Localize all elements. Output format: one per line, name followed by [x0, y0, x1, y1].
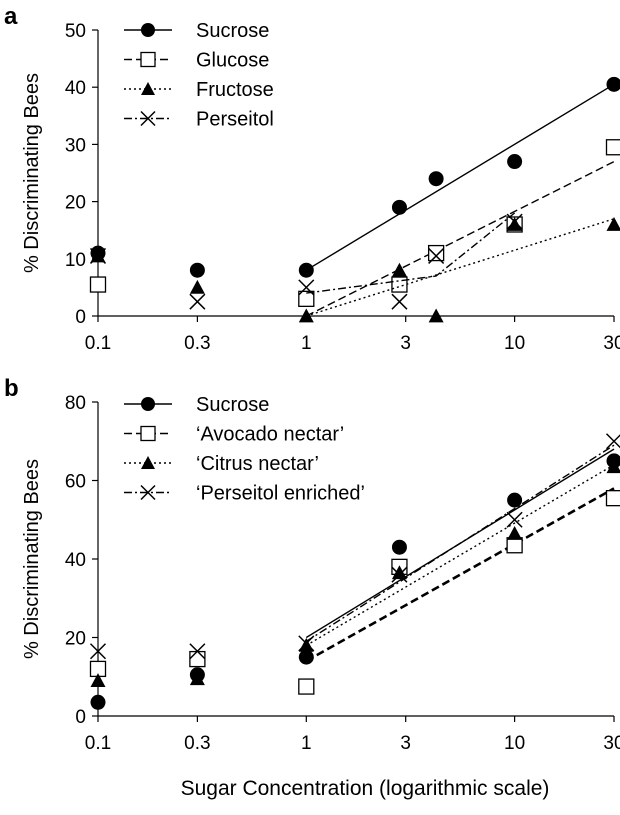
panel-b-avocado-nectar-point-2: [299, 679, 314, 694]
panel-b-y-tick-label-20: 20: [65, 629, 86, 650]
panel-a-y-tick-label-10: 10: [65, 250, 86, 271]
panel-b-x-tick-label-0-3: 0.3: [184, 733, 210, 754]
panel-a-glucose-point-2: [392, 277, 407, 292]
panel-b-avocado-nectar-point-5: [607, 491, 620, 506]
panel-b-legend: Sucrose ‘Avocado nectar’ ‘Citrus nectar’ ‘P…: [124, 394, 365, 505]
panel-b-y-tick-label-0: 0: [75, 707, 86, 728]
panel-a-perseitol-point-1: [190, 294, 205, 309]
panel-a-perseitol-fit-line: [306, 213, 514, 293]
panel-a-perseitol-point-3: [392, 294, 407, 309]
panel-a-glucose-point-3: [429, 246, 444, 261]
panel-a-legend: Sucrose Glucose Fructose Perseitol: [124, 20, 274, 131]
panel-a-fructose-point-1: [190, 280, 205, 294]
panel-b-legend-sucrose-marker: [141, 397, 155, 411]
panel-a-legend-fructose-label: Fructose: [196, 79, 274, 101]
panel-a-y-tick-label-40: 40: [65, 78, 86, 99]
panel-a-fructose-point-3: [392, 263, 407, 277]
panel-b-legend-avocado-nectar-label: ‘Avocado nectar’: [196, 424, 344, 446]
panel-b-avocado-nectar-fit-line: [306, 488, 614, 661]
panel-a-sucrose-fit-line: [306, 84, 614, 270]
panel-a-y-tick-label-50: 50: [65, 21, 86, 42]
panel-b-avocado-nectar-point-1: [190, 652, 205, 667]
panel-a-fructose-point-6: [607, 217, 620, 231]
panel-b-legend-citrus-nectar-marker: [141, 456, 155, 469]
panel-b-legend-sucrose-label: Sucrose: [196, 394, 269, 416]
panel-b-sucrose-point-4: [507, 493, 522, 508]
panel-a-glucose-fit-line: [306, 162, 614, 316]
panel-b-x-tick-label-1: 1: [301, 733, 312, 754]
panel-b-x-tick-label-3: 3: [400, 733, 411, 754]
panel-a-legend-glucose-marker: [141, 53, 155, 67]
panel-b-perseitol-enriched-point-4: [507, 512, 522, 527]
panel-a-x-tick-label-0-1: 0.1: [85, 333, 111, 354]
panel-a-sucrose-point-1: [190, 263, 205, 278]
panel-a-legend-glucose-label: Glucose: [196, 50, 269, 72]
panel-b-y-tick-label-40: 40: [65, 550, 86, 571]
panel-b-letter: b: [4, 375, 19, 402]
panel-a-sucrose-point-6: [607, 77, 620, 92]
panel-b-x-tick-label-10: 10: [504, 733, 525, 754]
panel-a-sucrose-point-3: [392, 200, 407, 215]
panel-a-sucrose-point-4: [429, 171, 444, 186]
panel-b: b 0 20 40 60 80 0.1 0.3 1 3 10 30 % Discriminating B…: [4, 375, 620, 754]
panel-a-fructose-fit-line: [306, 219, 614, 316]
panel-a-x-tick-label-0-3: 0.3: [184, 333, 210, 354]
panel-b-legend-avocado-nectar-marker: [141, 427, 155, 441]
panel-a-glucose-point-0: [91, 277, 106, 292]
panel-b-sucrose-point-0: [91, 695, 106, 710]
panel-a-legend-sucrose-marker: [141, 23, 155, 37]
panel-a-legend-sucrose-label: Sucrose: [196, 20, 269, 42]
panel-a-x-tick-label-3: 3: [400, 333, 411, 354]
panel-a-x-tick-label-10: 10: [504, 333, 525, 354]
panel-a: a 0 10 20 30 40 50 0.1 0.3 1 3 10 30 % Discriminating…: [4, 3, 620, 354]
panel-b-x-tick-label-30: 30: [603, 733, 620, 754]
panel-b-y-tick-label-60: 60: [65, 472, 86, 493]
panel-a-y-tick-label-0: 0: [75, 307, 86, 328]
panel-a-y-tick-label-20: 20: [65, 193, 86, 214]
panel-a-y-tick-label-30: 30: [65, 135, 86, 156]
x-axis-label: Sugar Concentration (logarithmic scale): [181, 777, 550, 800]
panel-b-legend-citrus-nectar-label: ‘Citrus nectar’: [196, 453, 319, 475]
panel-b-citrus-nectar-point-4: [507, 526, 522, 540]
panel-a-y-axis-label: % Discriminating Bees: [21, 73, 43, 273]
panel-b-y-tick-label-80: 80: [65, 393, 86, 414]
panel-b-y-axis-label: % Discriminating Bees: [21, 459, 43, 659]
panel-a-sucrose-point-5: [507, 154, 522, 169]
panel-a-letter: a: [4, 3, 18, 30]
panel-b-avocado-nectar-point-4: [507, 538, 522, 553]
panel-a-legend-perseitol-label: Perseitol: [196, 109, 274, 131]
panel-a-x-tick-label-30: 30: [603, 333, 620, 354]
panel-a-sucrose-point-2: [299, 263, 314, 278]
panel-a-legend-fructose-marker: [141, 82, 155, 95]
panel-b-x-tick-label-0-1: 0.1: [85, 733, 111, 754]
panel-a-x-tick-label-1: 1: [301, 333, 312, 354]
panel-a-glucose-point-5: [607, 140, 620, 155]
panel-b-sucrose-point-3: [392, 540, 407, 555]
panel-b-legend-perseitol-enriched-label: ‘Perseitol enriched’: [196, 483, 365, 505]
panel-b-perseitol-enriched-fit-line: [306, 445, 614, 641]
